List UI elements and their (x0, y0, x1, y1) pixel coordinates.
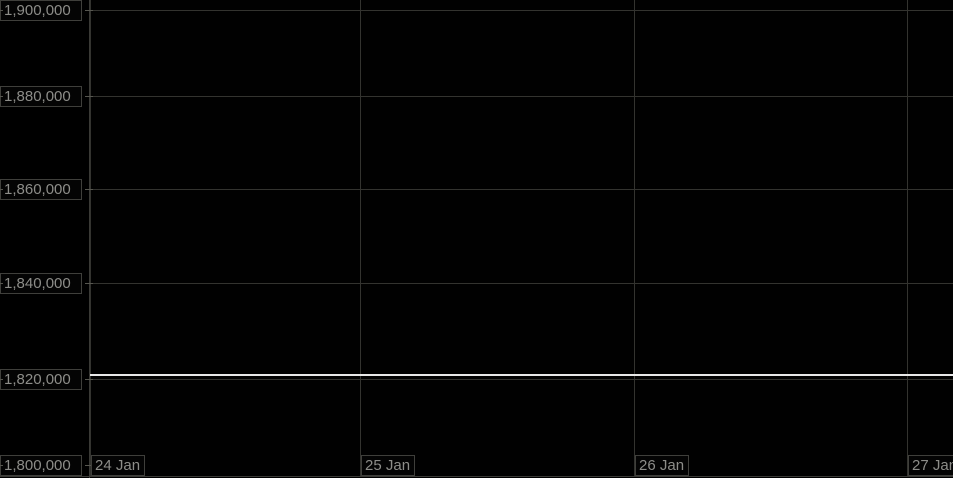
series-line-value (89, 374, 953, 376)
tick-dash-icon (0, 189, 3, 190)
x-tick-label: 27 Jan (912, 457, 953, 474)
tick-dash-icon (85, 465, 93, 466)
tick-dash-icon (0, 283, 3, 284)
x-axis-line (0, 476, 953, 477)
y-axis-tick-1840000: 1,840,000 (0, 273, 93, 294)
gridline-horizontal-1840000 (89, 283, 953, 284)
y-tick-box: 1,820,000 (0, 369, 82, 390)
y-tick-label: 1,820,000 (4, 371, 71, 388)
gridline-horizontal-1880000 (89, 96, 953, 97)
y-axis-tick-1800000: 1,800,000 (0, 455, 93, 476)
tick-dash-icon (0, 96, 3, 97)
gridline-vertical-25-jan (360, 0, 361, 477)
y-tick-box: 1,860,000 (0, 179, 82, 200)
gridline-vertical-26-jan (634, 0, 635, 477)
x-tick-box: 24 Jan (91, 455, 146, 476)
x-tick-box: 26 Jan (635, 455, 690, 476)
tick-dash-icon (85, 189, 93, 190)
tick-dash-icon (0, 379, 3, 380)
y-tick-label: 1,800,000 (4, 457, 71, 474)
y-tick-label: 1,860,000 (4, 181, 71, 198)
y-axis-tick-1860000: 1,860,000 (0, 179, 93, 200)
gridline-horizontal-1820000 (89, 379, 953, 380)
y-axis-line (89, 0, 90, 478)
y-tick-box: 1,800,000 (0, 455, 82, 476)
y-tick-label: 1,840,000 (4, 275, 71, 292)
y-axis-tick-1880000: 1,880,000 (0, 86, 93, 107)
gridline-vertical-24-jan (90, 0, 91, 477)
tick-dash-icon (85, 96, 93, 97)
x-axis-tick-25-jan: 25 Jan (361, 455, 416, 476)
gridline-horizontal-1860000 (89, 189, 953, 190)
x-tick-label: 25 Jan (365, 457, 411, 474)
gridline-vertical-27-jan (907, 0, 908, 477)
y-tick-label: 1,880,000 (4, 88, 71, 105)
x-axis-tick-27-jan: 27 Jan (908, 455, 953, 476)
tick-dash-icon (85, 379, 93, 380)
y-tick-box: 1,840,000 (0, 273, 82, 294)
y-axis-tick-1820000: 1,820,000 (0, 369, 93, 390)
plot-area[interactable] (89, 0, 953, 477)
x-tick-box: 27 Jan (908, 455, 953, 476)
tick-dash-icon (0, 10, 3, 11)
y-axis-tick-1900000: 1,900,000 (0, 0, 93, 21)
x-tick-label: 24 Jan (95, 457, 141, 474)
y-tick-label: 1,900,000 (4, 2, 71, 19)
gridline-horizontal-1900000 (89, 10, 953, 11)
y-tick-box: 1,900,000 (0, 0, 82, 21)
tick-dash-icon (0, 465, 3, 466)
x-tick-label: 26 Jan (639, 457, 685, 474)
y-tick-box: 1,880,000 (0, 86, 82, 107)
tick-dash-icon (85, 283, 93, 284)
x-tick-box: 25 Jan (361, 455, 416, 476)
tick-dash-icon (85, 10, 93, 11)
x-axis-tick-26-jan: 26 Jan (635, 455, 690, 476)
x-axis-tick-24-jan: 24 Jan (91, 455, 146, 476)
